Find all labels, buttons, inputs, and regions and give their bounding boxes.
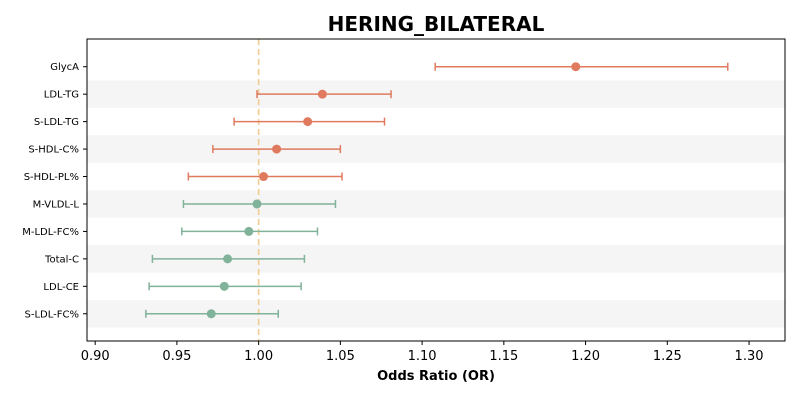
or-point (244, 226, 254, 236)
data-markers (145, 62, 729, 319)
or-point (317, 89, 327, 99)
x-tick-label: 1.05 (326, 349, 355, 364)
y-tick-label: LDL-TG (44, 90, 79, 101)
x-tick-label: 0.90 (81, 349, 110, 364)
or-point (571, 62, 581, 72)
plot-frame (86, 38, 786, 342)
forest-row (182, 199, 337, 209)
y-tick-label: GlycA (50, 62, 79, 73)
forest-row (256, 89, 392, 99)
y-tick-label: LDL-CE (43, 282, 79, 293)
y-tick-label: S-HDL-PL% (24, 172, 79, 183)
y-tick-label: S-HDL-C% (28, 145, 79, 156)
forest-row (212, 144, 342, 154)
x-tick-label: 1.25 (653, 349, 682, 364)
or-point (259, 172, 269, 182)
or-point (272, 144, 282, 154)
chart-title: HERING_BILATERAL (328, 12, 545, 36)
row-stripe (87, 135, 785, 163)
x-tick-label: 1.15 (489, 349, 518, 364)
y-axis-labels: GlycA LDL-TG S-LDL-TG S-HDL-C% S-HDL-PL% M-VL… (22, 62, 87, 320)
y-tick-label: M-LDL-FC% (22, 227, 79, 238)
or-point (219, 281, 229, 291)
forest-row (187, 172, 343, 182)
x-tick-label: 1.00 (244, 349, 273, 364)
forest-row (148, 281, 302, 291)
x-tick-label: 0.95 (162, 349, 191, 364)
forest-row (145, 309, 280, 319)
x-tick-label: 1.30 (735, 349, 764, 364)
x-tick-label: 1.20 (571, 349, 600, 364)
forest-row (434, 62, 729, 72)
or-point (206, 309, 216, 319)
or-point (223, 254, 233, 264)
x-axis: 0.90 0.95 1.00 1.05 1.10 1.15 1.20 1.25 1.30 (81, 341, 764, 364)
row-stripe (87, 80, 785, 108)
y-tick-label: S-LDL-FC% (25, 309, 79, 320)
y-tick-label: Total-C (44, 254, 79, 265)
y-tick-label: M-VLDL-L (33, 199, 80, 210)
forest-row (181, 226, 319, 236)
forest-row (233, 117, 386, 127)
or-point (303, 117, 313, 127)
or-point (252, 199, 262, 209)
y-tick-label: S-LDL-TG (34, 117, 79, 128)
forest-row (151, 254, 306, 264)
x-axis-label: Odds Ratio (OR) (377, 369, 495, 384)
x-tick-label: 1.10 (408, 349, 437, 364)
